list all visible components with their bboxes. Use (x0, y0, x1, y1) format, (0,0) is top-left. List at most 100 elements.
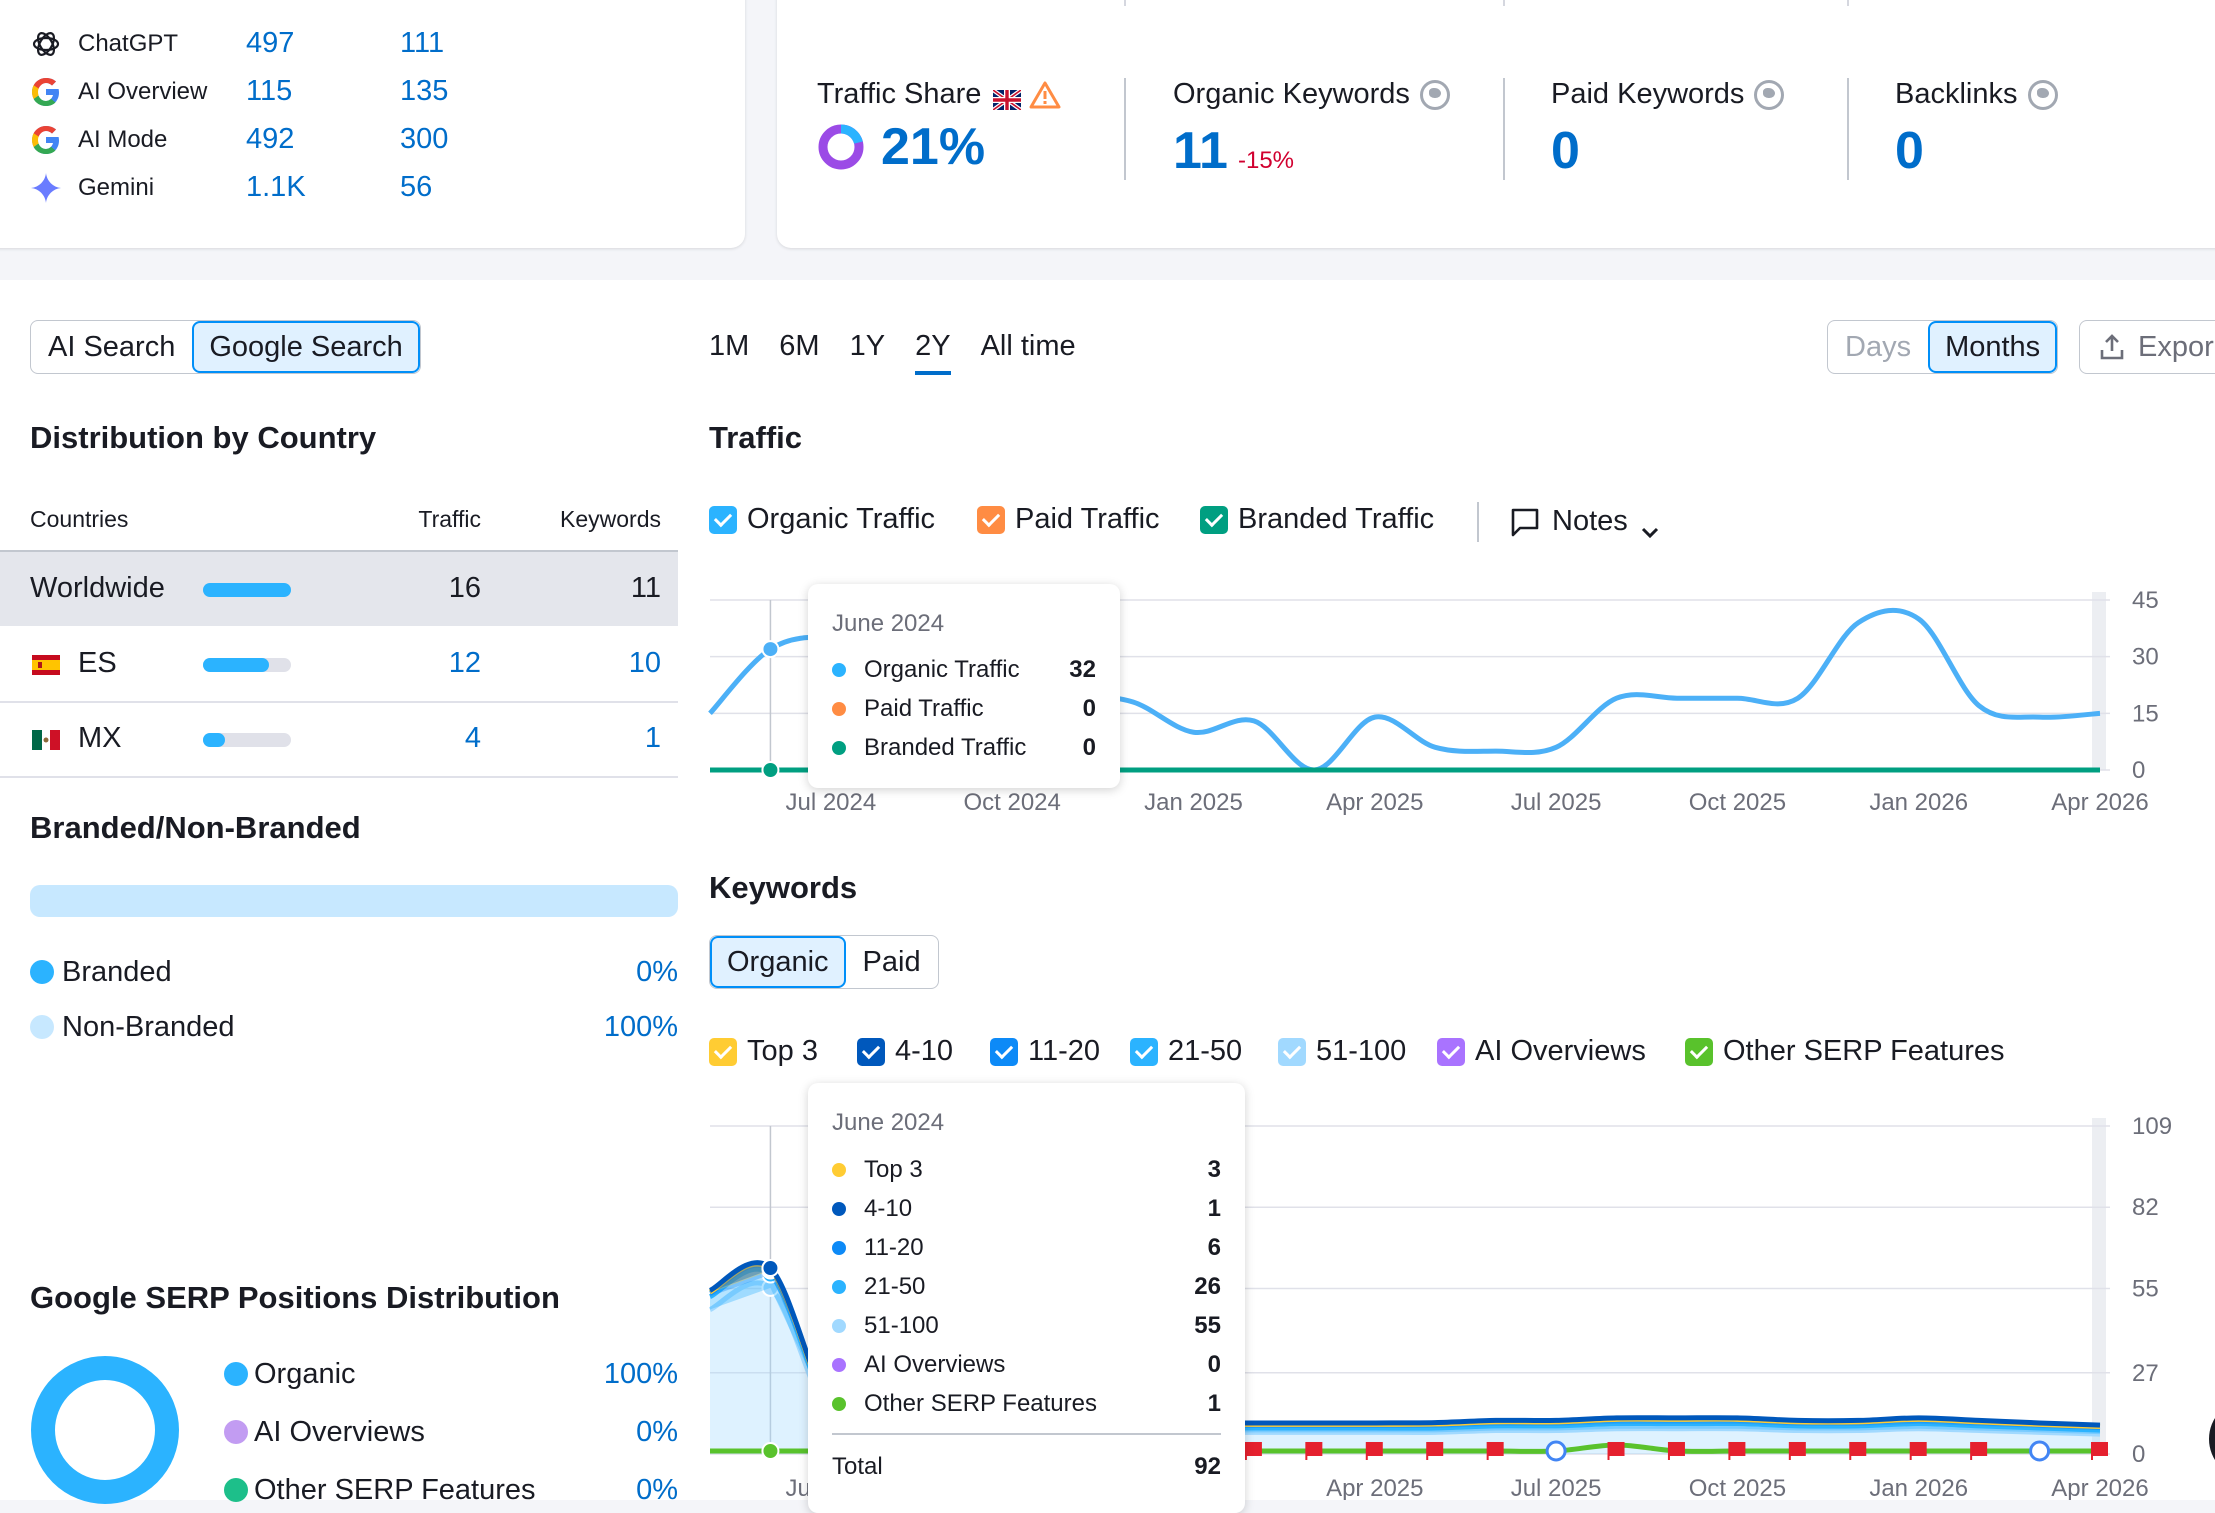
country-row[interactable]: Worldwide 16 11 (0, 552, 678, 626)
flag-marker-icon[interactable] (2091, 1441, 2108, 1460)
legend-checkbox[interactable]: 21-50 (1130, 1035, 1242, 1068)
flag-marker-icon[interactable] (1849, 1441, 1867, 1460)
legend-checkbox[interactable]: Top 3 (709, 1035, 818, 1068)
column-keywords[interactable]: Keywords (560, 506, 661, 532)
ai-cited-pages-value[interactable]: 56 (400, 171, 433, 203)
backlinks-metric: Backlinks 0 (1895, 78, 2058, 181)
organic-tab[interactable]: Organic (710, 936, 846, 988)
notes-dropdown[interactable]: Notes (1510, 505, 1660, 538)
legend-value[interactable]: 0% (636, 1416, 678, 1448)
export-button[interactable]: Expor (2079, 320, 2215, 374)
legend-row: Non-Branded 100% (30, 1007, 678, 1047)
flag-marker-icon[interactable] (1486, 1441, 1504, 1460)
range-all-time[interactable]: All time (980, 330, 1076, 362)
flag-marker-icon[interactable] (1244, 1441, 1262, 1460)
country-name: Worldwide (30, 572, 165, 604)
legend-checkbox[interactable]: Other SERP Features (1685, 1035, 2005, 1068)
organic-keywords-label: Organic Keywords (1173, 78, 1410, 110)
range-6m[interactable]: 6M (779, 330, 820, 362)
table-header: Countries Traffic Keywords (0, 500, 678, 550)
legend-row: Organic 100% (30, 1354, 678, 1394)
google-icon (30, 76, 62, 108)
tooltip-row: 51-100 55 (832, 1312, 1221, 1340)
x-tick-label: Jul 2025 (1511, 789, 1602, 816)
country-row[interactable]: ES 12 10 (0, 627, 678, 703)
tooltip-date: June 2024 (832, 1109, 945, 1136)
flag-marker-icon[interactable] (1788, 1441, 1806, 1460)
legend-checkbox[interactable]: Paid Traffic (977, 503, 1160, 536)
tooltip-dot (832, 702, 846, 716)
spain-flag-icon (32, 655, 60, 675)
x-tick-label: Apr 2026 (2051, 1475, 2148, 1500)
legend-value[interactable]: 0% (636, 1474, 678, 1506)
traffic-share-metric: Traffic Share 21% (817, 78, 1061, 177)
organic-keywords-change: -15% (1237, 147, 1295, 174)
column-countries[interactable]: Countries (30, 506, 129, 532)
flag-marker-icon[interactable] (1667, 1441, 1685, 1460)
country-traffic[interactable]: 12 (448, 647, 481, 679)
country-keywords[interactable]: 11 (630, 572, 661, 604)
legend-checkbox[interactable]: AI Overviews (1437, 1035, 1646, 1068)
ai-mentions-value[interactable]: 497 (246, 27, 295, 59)
paid-keywords-value[interactable]: 0 (1551, 122, 1580, 180)
country-keywords[interactable]: 10 (628, 647, 661, 679)
flag-marker-icon[interactable] (1305, 1441, 1323, 1460)
globe-icon (1754, 79, 1785, 110)
keywords-type-toggle: Organic Paid (709, 935, 939, 989)
ai-mentions-value[interactable]: 1.1K (246, 171, 306, 203)
months-button[interactable]: Months (1928, 321, 2058, 373)
country-traffic[interactable]: 16 (448, 572, 481, 604)
range-2y[interactable]: 2Y (915, 330, 951, 375)
tooltip-label: 11-20 (864, 1234, 924, 1261)
ai-cited-pages-value[interactable]: 300 (400, 123, 449, 155)
flag-marker-icon[interactable] (1607, 1441, 1625, 1460)
organic-keywords-value[interactable]: 11 (1173, 122, 1228, 180)
ai-cited-pages-value[interactable]: 135 (400, 75, 449, 107)
range-1m[interactable]: 1M (709, 330, 750, 362)
flag-marker-icon[interactable] (1365, 1441, 1383, 1460)
tooltip-value: 0 (1207, 1351, 1221, 1378)
range-1y[interactable]: 1Y (849, 330, 886, 362)
legend-value[interactable]: 0% (636, 956, 678, 988)
flag-marker-icon[interactable] (1728, 1441, 1746, 1460)
ai-mentions-value[interactable]: 492 (246, 123, 295, 155)
ai-cited-pages-value[interactable]: 111 (400, 27, 445, 59)
country-row[interactable]: MX 4 1 (0, 702, 678, 778)
google-marker-icon[interactable] (2029, 1440, 2051, 1462)
legend-checkbox[interactable]: Branded Traffic (1200, 503, 1434, 536)
flag-marker-icon[interactable] (1909, 1441, 1927, 1460)
backlinks-value[interactable]: 0 (1895, 122, 1924, 180)
days-button[interactable]: Days (1845, 331, 1912, 363)
legend-value[interactable]: 100% (603, 1358, 678, 1390)
google-marker-icon[interactable] (1545, 1440, 1567, 1462)
ai-search-tab[interactable]: AI Search (48, 331, 176, 363)
flag-marker-icon[interactable] (1426, 1441, 1444, 1460)
tooltip-label: 21-50 (864, 1273, 926, 1300)
paid-tab[interactable]: Paid (862, 946, 921, 978)
flag-marker-icon[interactable] (1970, 1441, 1988, 1460)
warning-icon[interactable] (1029, 80, 1061, 110)
tooltip-label: Other SERP Features (864, 1390, 1097, 1417)
country-keywords[interactable]: 1 (644, 722, 661, 754)
legend-checkbox[interactable]: 51-100 (1278, 1035, 1406, 1068)
y-tick-label: 30 (2132, 644, 2159, 671)
checkbox-icon (1130, 1037, 1158, 1066)
google-search-tab[interactable]: Google Search (192, 321, 420, 373)
column-traffic[interactable]: Traffic (418, 506, 481, 532)
legend-label: Other SERP Features (1723, 1035, 2005, 1067)
ai-mentions-value[interactable]: 115 (246, 75, 293, 107)
legend-row: AI Overviews 0% (30, 1412, 678, 1452)
notes-icon (1510, 507, 1540, 537)
legend-checkbox[interactable]: 11-20 (990, 1035, 1100, 1068)
x-tick-label: Apr 2025 (1326, 789, 1423, 816)
tooltip-row: Branded Traffic 0 (832, 734, 1096, 762)
tooltip-value: 3 (1207, 1156, 1221, 1183)
legend-value[interactable]: 100% (603, 1011, 678, 1043)
legend-label: 4-10 (895, 1035, 954, 1067)
legend-checkbox[interactable]: 4-10 (857, 1035, 953, 1068)
x-tick-label: Jan 2025 (1144, 789, 1243, 816)
legend-label: Top 3 (747, 1035, 818, 1067)
ai-platform-row: AI Overview 115 135 (30, 73, 730, 113)
legend-checkbox[interactable]: Organic Traffic (709, 503, 935, 536)
country-traffic[interactable]: 4 (464, 722, 481, 754)
